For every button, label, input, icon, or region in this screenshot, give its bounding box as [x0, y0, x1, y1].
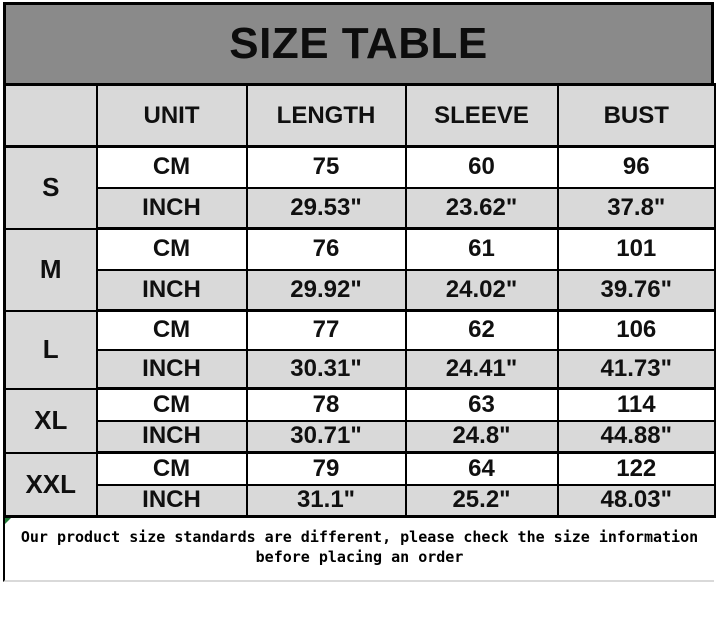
length-value: 79	[245, 451, 407, 485]
unit-cell: INCH	[95, 186, 248, 230]
size-label-xxl: XXL	[3, 451, 98, 517]
note-line-1: Our product size standards are different…	[20, 528, 699, 546]
bust-value: 101	[556, 227, 716, 270]
row-m-cm: M CM 76 61 101	[3, 227, 716, 311]
length-value: 30.71"	[245, 419, 407, 454]
unit-cell: CM	[95, 145, 248, 188]
sleeve-value: 23.62"	[404, 186, 559, 230]
unit-cell: INCH	[95, 348, 248, 390]
header-row: UNIT LENGTH SLEEVE BUST	[3, 83, 716, 148]
bust-value: 114	[556, 387, 716, 421]
unit-cell: CM	[95, 387, 248, 421]
unit-cell: INCH	[95, 268, 248, 312]
bust-value: 39.76"	[556, 268, 716, 312]
size-label-s: S	[3, 145, 98, 229]
size-label-m: M	[3, 227, 98, 311]
length-value: 77	[245, 309, 407, 350]
row-s-inch: INCH 29.53" 23.62" 37.8"	[5, 186, 716, 230]
sleeve-value: 24.02"	[404, 268, 559, 312]
column-header-length: LENGTH	[245, 83, 407, 148]
page-title: SIZE TABLE	[3, 2, 714, 83]
length-value: 75	[245, 145, 407, 188]
length-value: 31.1"	[245, 483, 407, 518]
sleeve-value: 24.41"	[404, 348, 559, 390]
bust-value: 96	[556, 145, 716, 188]
unit-cell: INCH	[95, 483, 248, 518]
row-s-cm: S CM 75 60 96	[3, 145, 716, 229]
bust-value: 44.88"	[556, 419, 716, 454]
length-value: 78	[245, 387, 407, 421]
unit-cell: INCH	[95, 419, 248, 454]
bust-value: 48.03"	[556, 483, 716, 518]
length-value: 29.53"	[245, 186, 407, 230]
bust-value: 41.73"	[556, 348, 716, 390]
sleeve-value: 64	[404, 451, 559, 485]
column-header-unit: UNIT	[95, 83, 248, 148]
diagonal-header-cell	[3, 83, 98, 148]
sleeve-value: 25.2"	[404, 483, 559, 518]
size-table: UNIT LENGTH SLEEVE BUST S CM 75 60 96 IN…	[3, 83, 716, 518]
column-header-bust: BUST	[556, 83, 716, 148]
size-label-l: L	[3, 309, 98, 389]
length-value: 76	[245, 227, 407, 270]
length-value: 29.92"	[245, 268, 407, 312]
footer-note: Our product size standards are different…	[3, 518, 714, 582]
sleeve-value: 24.8"	[404, 419, 559, 454]
row-xl-cm: XL CM 78 63 114	[3, 387, 716, 453]
size-label-xl: XL	[3, 387, 98, 453]
unit-cell: CM	[95, 227, 248, 270]
row-l-inch: INCH 30.31" 24.41" 41.73"	[5, 348, 716, 390]
note-line-2: before placing an order	[255, 548, 464, 566]
bust-value: 122	[556, 451, 716, 485]
unit-cell: CM	[95, 451, 248, 485]
row-xl-inch: INCH 30.71" 24.8" 44.88"	[5, 419, 716, 454]
bust-value: 106	[556, 309, 716, 350]
unit-cell: CM	[95, 309, 248, 350]
length-value: 30.31"	[245, 348, 407, 390]
sleeve-value: 62	[404, 309, 559, 350]
row-l-cm: L CM 77 62 106	[3, 309, 716, 389]
sleeve-value: 63	[404, 387, 559, 421]
row-xxl-inch: INCH 31.1" 25.2" 48.03"	[5, 483, 716, 518]
cell-corner-marker-icon	[5, 518, 11, 524]
sleeve-value: 60	[404, 145, 559, 188]
sleeve-value: 61	[404, 227, 559, 270]
column-header-sleeve: SLEEVE	[404, 83, 559, 148]
bust-value: 37.8"	[556, 186, 716, 230]
row-m-inch: INCH 29.92" 24.02" 39.76"	[5, 268, 716, 312]
row-xxl-cm: XXL CM 79 64 122	[3, 451, 716, 517]
